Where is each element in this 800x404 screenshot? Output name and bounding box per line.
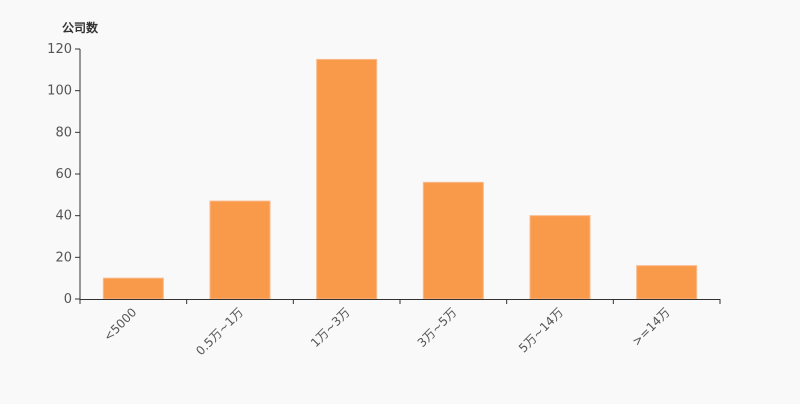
y-axis-label: 公司数 bbox=[62, 20, 99, 35]
x-tick-label: 0.5万~1万 bbox=[193, 305, 246, 358]
y-tick-label: 20 bbox=[55, 250, 72, 265]
x-tick-label: <5000 bbox=[101, 305, 140, 344]
bar-5 bbox=[636, 265, 698, 300]
x-tick-label: >=14万 bbox=[629, 305, 672, 348]
y-tick-label: 60 bbox=[55, 167, 72, 182]
y-tick-label: 100 bbox=[47, 84, 72, 99]
bar-3 bbox=[422, 181, 484, 300]
bar-1 bbox=[209, 200, 271, 300]
y-tick-label: 40 bbox=[55, 209, 72, 224]
y-tick-label: 0 bbox=[64, 292, 72, 307]
y-tick-label: 80 bbox=[55, 125, 72, 140]
x-tick-label: 5万~14万 bbox=[516, 305, 566, 355]
bar-2 bbox=[316, 58, 378, 300]
x-tick-label: 1万~3万 bbox=[308, 305, 353, 350]
bar-4 bbox=[529, 215, 591, 300]
y-tick-label: 120 bbox=[47, 42, 72, 57]
x-tick-label: 3万~5万 bbox=[415, 305, 460, 350]
bar-0 bbox=[102, 277, 164, 300]
